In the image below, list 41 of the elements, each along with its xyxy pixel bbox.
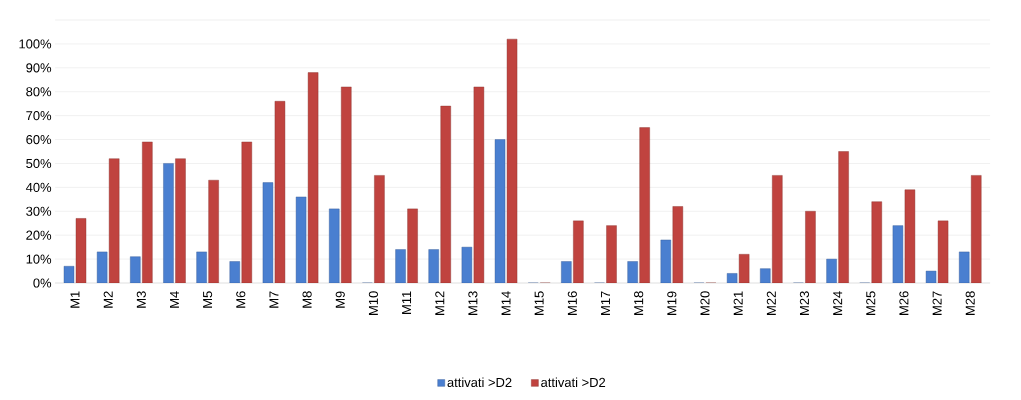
x-tick-label: M25 (866, 291, 876, 315)
x-tick-label: M11 (402, 291, 412, 314)
x-tick-label: M22 (766, 291, 776, 315)
x-tick-label: M16 (567, 291, 577, 315)
x-tick-label: M20 (700, 291, 710, 315)
y-tick-label: 10% (26, 254, 52, 264)
legend-label: attivati >D2 (541, 377, 606, 388)
x-tick-label: M3 (136, 291, 146, 308)
x-tick-label: M10 (368, 291, 378, 315)
x-tick-label: M6 (236, 291, 246, 308)
x-tick-label: M18 (634, 291, 644, 315)
y-tick-label: 30% (26, 206, 52, 216)
x-tick-label: M15 (534, 291, 544, 315)
x-tick-label: M28 (965, 291, 975, 315)
x-tick-label: M9 (335, 291, 345, 308)
x-tick-label: M21 (733, 291, 743, 315)
y-tick-label: 70% (26, 111, 52, 121)
x-tick-label: M24 (833, 291, 843, 315)
x-tick-label: M8 (302, 291, 312, 308)
y-tick-label: 20% (26, 230, 52, 240)
x-tick-label: M19 (667, 291, 677, 315)
x-tick-label: M26 (899, 291, 909, 315)
y-tick-label: 100% (19, 39, 52, 49)
y-tick-label: 50% (26, 158, 52, 169)
x-tick-label: M27 (932, 291, 942, 315)
x-tick-label: M13 (468, 291, 478, 315)
y-tick-label: 80% (26, 87, 52, 97)
x-tick-label: M23 (799, 291, 810, 315)
x-tick-label: M2 (103, 291, 113, 308)
x-tick-label: M4 (170, 291, 179, 308)
y-tick-label: 40% (25, 182, 52, 192)
y-tick-label: 60% (26, 134, 52, 145)
y-tick-label: 0% (33, 278, 52, 288)
legend-label: attivati >D2 (447, 377, 512, 388)
x-tick-label: M17 (601, 291, 610, 315)
x-tick-label: M5 (203, 291, 213, 308)
x-tick-label: M7 (269, 291, 279, 308)
y-tick-label: 90% (26, 63, 52, 73)
x-tick-label: M14 (501, 291, 511, 315)
x-tick-label: M1 (70, 291, 80, 308)
x-tick-label: M12 (435, 291, 445, 315)
